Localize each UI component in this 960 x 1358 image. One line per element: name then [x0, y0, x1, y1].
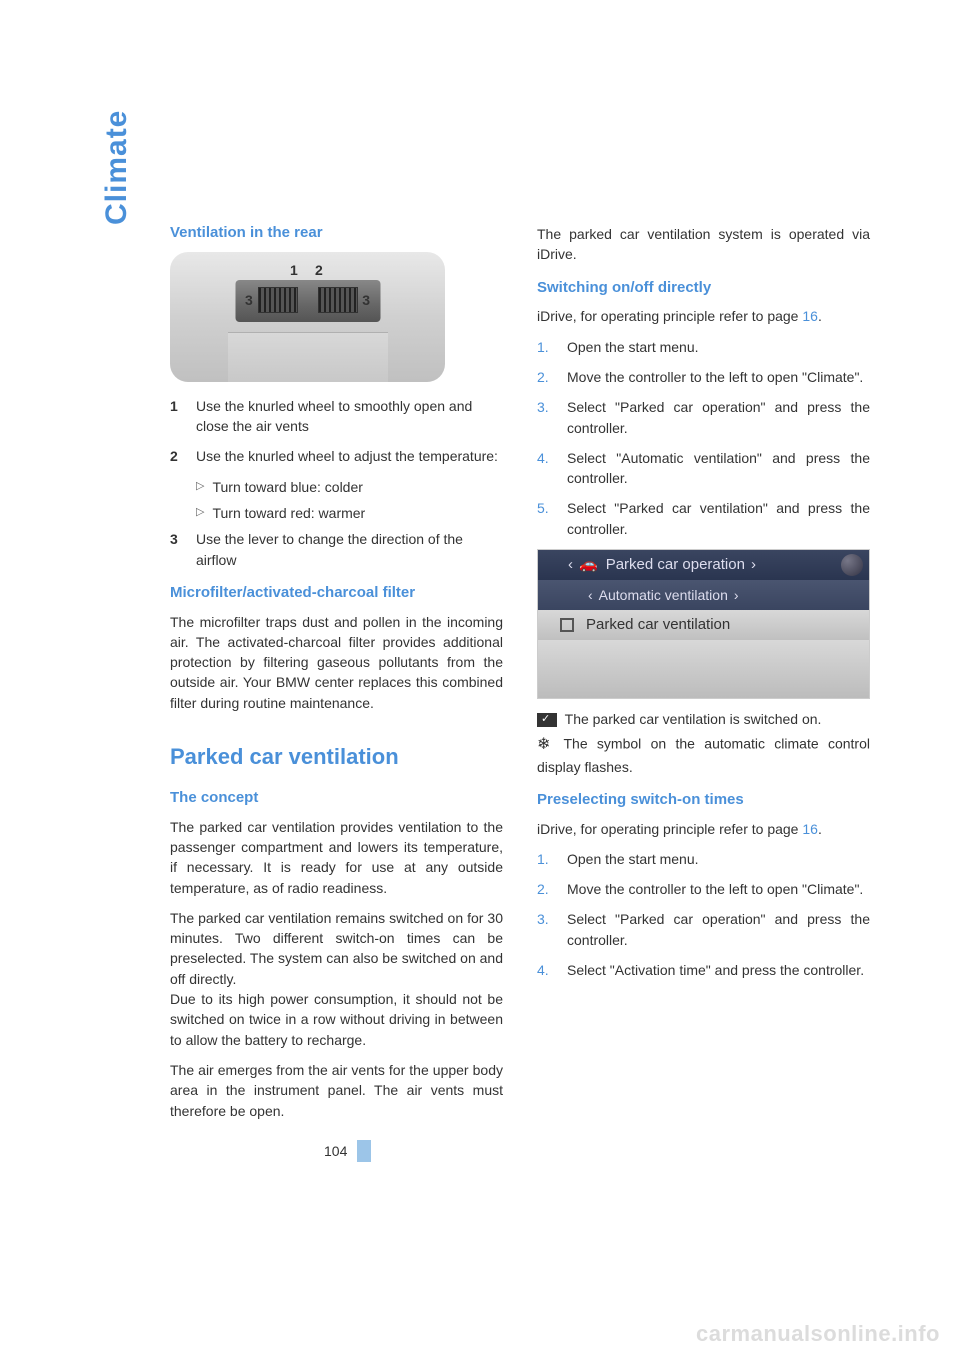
step-3: 3. Select "Parked car operation" and pres…	[537, 909, 870, 950]
screenshot-line-3: Parked car ventilation	[586, 614, 730, 636]
list-item-3: 3 Use the lever to change the direction …	[170, 529, 503, 570]
step-text: Select "Parked car operation" and press …	[567, 397, 870, 438]
step-2: 2. Move the controller to the left to ope…	[537, 879, 870, 899]
diagram-label-3a: 3	[245, 290, 253, 310]
step-5: 5. Select "Parked car ventilation" and pr…	[537, 498, 870, 539]
idrive-ref-text: iDrive, for operating principle refer to…	[537, 821, 802, 837]
step-1: 1. Open the start menu.	[537, 849, 870, 869]
after-screenshot-1: The parked car ventilation is switched o…	[537, 709, 870, 729]
right-column: The parked car ventilation system is ope…	[537, 222, 870, 1131]
idrive-ref-suffix: .	[818, 308, 822, 324]
diagram-label-2: 2	[315, 260, 323, 280]
idrive-screenshot: ‹ 🚗 Parked car operation › ‹ Automatic v…	[537, 549, 870, 699]
diagram-label-1: 1	[290, 260, 298, 280]
step-number: 2.	[537, 367, 555, 387]
footer-block	[357, 1140, 371, 1162]
item-text: Use the lever to change the direction of…	[196, 529, 503, 570]
step-number: 3.	[537, 397, 555, 438]
page-link[interactable]: 16	[802, 821, 818, 837]
after-text-2: The symbol on the automatic climate cont…	[537, 736, 870, 775]
step-2: 2. Move the controller to the left to ope…	[537, 367, 870, 387]
step-text: Select "Activation time" and press the c…	[567, 960, 870, 980]
step-text: Move the controller to the left to open …	[567, 367, 870, 387]
concept-paragraph-3: The air emerges from the air vents for t…	[170, 1060, 503, 1121]
list-item-2: 2 Use the knurled wheel to adjust the te…	[170, 446, 503, 466]
sub-bullet: ▷ Turn toward blue: colder	[196, 477, 503, 497]
checkmark-icon	[537, 713, 557, 727]
screenshot-bar-1: ‹ 🚗 Parked car operation ›	[538, 550, 869, 580]
item-text: Use the knurled wheel to adjust the temp…	[196, 446, 503, 466]
step-text: Open the start menu.	[567, 337, 870, 357]
watermark: carmanualsonline.info	[696, 1318, 940, 1350]
step-1: 1. Open the start menu.	[537, 337, 870, 357]
screenshot-bar-3: Parked car ventilation	[538, 610, 869, 640]
page-footer: 104	[324, 1140, 371, 1162]
idrive-ref-2: iDrive, for operating principle refer to…	[537, 819, 870, 839]
sub-text: Turn toward blue: colder	[212, 477, 362, 497]
item-number: 2	[170, 446, 182, 466]
diagram-label-3b: 3	[362, 290, 370, 310]
step-number: 2.	[537, 879, 555, 899]
heading-preselecting: Preselecting switch-on times	[537, 789, 870, 811]
step-number: 1.	[537, 337, 555, 357]
list-item-1: 1 Use the knurled wheel to smoothly open…	[170, 396, 503, 437]
step-number: 3.	[537, 909, 555, 950]
step-number: 5.	[537, 498, 555, 539]
concept-paragraph-1: The parked car ventilation provides vent…	[170, 817, 503, 898]
page-number: 104	[324, 1141, 347, 1161]
microfilter-paragraph: The microfilter traps dust and pollen in…	[170, 612, 503, 713]
fan-icon: ❄	[537, 733, 550, 756]
screenshot-line-2: Automatic ventilation	[599, 585, 728, 605]
concept-paragraph-2: The parked car ventilation remains switc…	[170, 908, 503, 1050]
step-text: Select "Parked car operation" and press …	[567, 909, 870, 950]
screenshot-bar-2: ‹ Automatic ventilation ›	[538, 580, 869, 610]
item-text: Use the knurled wheel to smoothly open a…	[196, 396, 503, 437]
diagram-vent-left	[258, 287, 298, 313]
step-4: 4. Select "Activation time" and press the…	[537, 960, 870, 980]
page-link[interactable]: 16	[802, 308, 818, 324]
step-text: Select "Parked car ventilation" and pres…	[567, 498, 870, 539]
step-3: 3. Select "Parked car operation" and pres…	[537, 397, 870, 438]
screenshot-line-1: Parked car operation	[606, 554, 745, 576]
step-number: 4.	[537, 960, 555, 980]
triangle-icon: ▷	[196, 505, 204, 523]
intro-paragraph: The parked car ventilation system is ope…	[537, 224, 870, 265]
checkbox-icon	[560, 618, 574, 632]
knob-icon	[841, 554, 863, 576]
heading-ventilation-rear: Ventilation in the rear	[170, 222, 503, 244]
diagram-vent-right	[318, 287, 358, 313]
item-number: 1	[170, 396, 182, 437]
idrive-ref: iDrive, for operating principle refer to…	[537, 306, 870, 326]
page-content: Ventilation in the rear 1 2 3 3 1 Use th…	[170, 222, 870, 1131]
step-number: 4.	[537, 448, 555, 489]
car-icon: 🚗	[579, 554, 598, 576]
heading-parked-car-ventilation: Parked car ventilation	[170, 741, 503, 773]
step-text: Move the controller to the left to open …	[567, 879, 870, 899]
heading-switching: Switching on/off directly	[537, 277, 870, 299]
sub-bullet: ▷ Turn toward red: warmer	[196, 503, 503, 523]
step-4: 4. Select "Automatic ventilation" and pre…	[537, 448, 870, 489]
idrive-ref-text: iDrive, for operating principle refer to…	[537, 308, 802, 324]
step-text: Select "Automatic ventilation" and press…	[567, 448, 870, 489]
heading-microfilter: Microfilter/activated-charcoal filter	[170, 582, 503, 604]
screenshot-rest	[538, 640, 869, 699]
step-number: 1.	[537, 849, 555, 869]
sub-text: Turn toward red: warmer	[212, 503, 365, 523]
after-text-1: The parked car ventilation is switched o…	[561, 711, 821, 727]
heading-concept: The concept	[170, 787, 503, 809]
after-screenshot-2: ❄ The symbol on the automatic climate co…	[537, 733, 870, 776]
left-column: Ventilation in the rear 1 2 3 3 1 Use th…	[170, 222, 503, 1131]
rear-vent-diagram: 1 2 3 3	[170, 252, 445, 382]
triangle-icon: ▷	[196, 479, 204, 497]
diagram-lower	[228, 332, 388, 382]
section-tab: Climate	[95, 110, 139, 225]
idrive-ref-suffix: .	[818, 821, 822, 837]
numbered-list: 1 Use the knurled wheel to smoothly open…	[170, 396, 503, 570]
item-number: 3	[170, 529, 182, 570]
step-text: Open the start menu.	[567, 849, 870, 869]
